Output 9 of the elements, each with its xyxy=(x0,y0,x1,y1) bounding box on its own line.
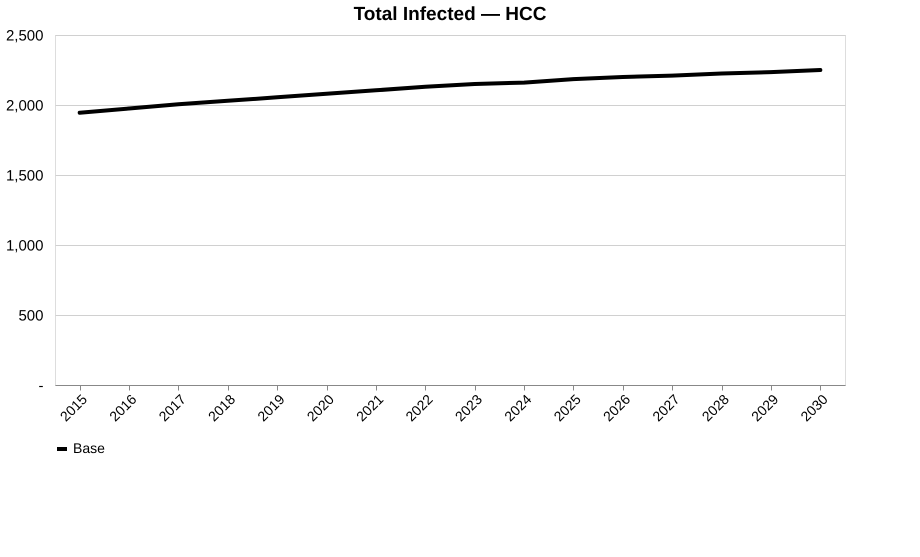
chart-title: Total Infected — HCC xyxy=(354,4,547,25)
y-tick-label: 1,500 xyxy=(6,168,44,184)
y-tick-label: 2,000 xyxy=(6,98,44,114)
y-tick-label: 2,500 xyxy=(6,28,44,44)
y-tick-label: - xyxy=(38,378,44,394)
line-series xyxy=(78,68,822,115)
y-tick-label: 1,000 xyxy=(6,238,44,254)
legend-label: Base xyxy=(73,440,106,456)
y-tick-label: 500 xyxy=(18,308,44,324)
